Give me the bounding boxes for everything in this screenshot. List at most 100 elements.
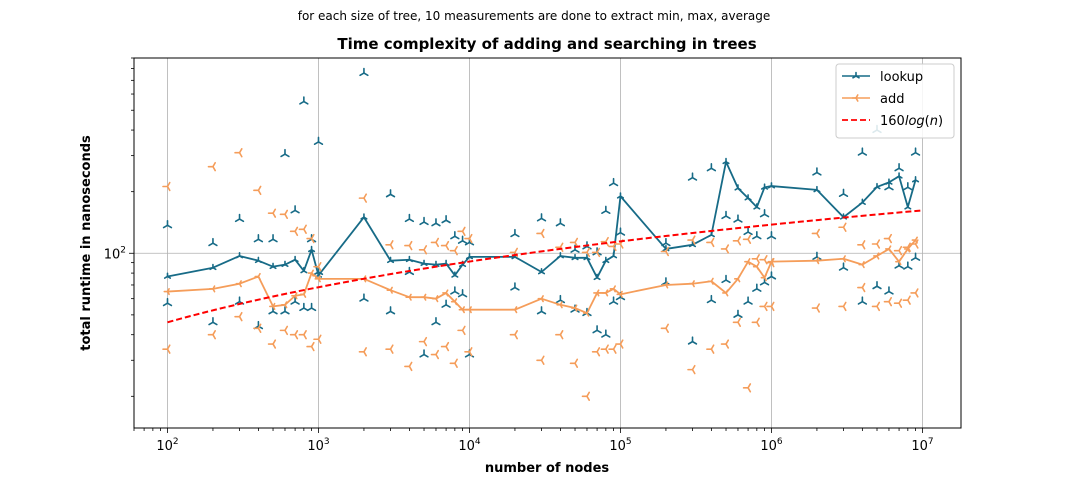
add-min-point-spoke xyxy=(898,302,903,308)
add-max-point-spoke xyxy=(737,240,742,246)
lookup-mean-point-spoke xyxy=(885,181,890,185)
add-max-point-spoke xyxy=(756,257,760,264)
add-mean-point-spoke xyxy=(310,272,314,277)
add-min-point-spoke xyxy=(876,305,881,312)
add-mean-point-spoke xyxy=(389,289,393,294)
add-min-point xyxy=(207,329,216,340)
add-max-point xyxy=(857,240,866,250)
add-max-point-spoke xyxy=(876,243,881,249)
add-min-point xyxy=(267,339,277,349)
add-min-point xyxy=(660,323,669,333)
lookup-max-point xyxy=(838,188,849,197)
legend-label-reference: 160log(n) xyxy=(880,114,943,129)
add-mean-point-spoke xyxy=(435,297,439,303)
add-max-point xyxy=(687,235,696,245)
add-max-point-spoke xyxy=(238,151,243,158)
lookup-mean-point xyxy=(707,230,715,238)
add-min-point xyxy=(751,317,760,327)
lookup-min-point-spoke xyxy=(234,300,241,305)
lookup-min-point-spoke xyxy=(733,314,739,318)
add-min-point-spoke xyxy=(461,329,466,336)
legend-label-coefficient: 160 xyxy=(880,114,905,129)
add-min-point-spoke xyxy=(212,333,216,340)
x-tick-label-1000-base: 10 xyxy=(307,439,324,454)
lookup-min-point-spoke xyxy=(431,321,437,326)
lookup-min-point xyxy=(280,306,290,315)
x-tick-label-100-base: 10 xyxy=(156,439,173,454)
lookup-max-point-spoke xyxy=(706,167,713,172)
lookup-mean-point xyxy=(235,251,244,259)
lookup-max-point xyxy=(884,182,894,191)
add-max-point-spoke xyxy=(586,251,591,258)
add-min-point xyxy=(687,364,696,375)
add-min-point-spoke xyxy=(737,321,742,327)
lookup-mean-point-spoke xyxy=(537,271,543,275)
add-mean-point xyxy=(431,295,439,303)
lookup-mean-point-spoke xyxy=(511,256,516,260)
add-mean-point-spoke xyxy=(876,255,880,260)
add-mean-point xyxy=(405,293,412,301)
add-mean-point-spoke xyxy=(861,263,865,269)
add-max-point-spoke xyxy=(619,243,624,249)
add-mean-point xyxy=(458,306,465,314)
add-max-point-spoke xyxy=(888,237,893,244)
add-min-point-spoke xyxy=(454,362,458,368)
add-mean-point xyxy=(593,289,600,297)
add-min-point-spoke xyxy=(756,321,760,327)
add-max-point xyxy=(759,255,768,265)
lookup-mean-point xyxy=(911,176,920,183)
lookup-max-point xyxy=(536,213,547,222)
lookup-mean-point-spoke xyxy=(753,206,758,210)
add-mean-point-spoke xyxy=(166,290,170,296)
add-max-point-spoke xyxy=(898,249,903,256)
add-min-point-spoke xyxy=(770,305,775,312)
add-mean-point-spoke xyxy=(747,260,751,266)
lookup-min-point-spoke xyxy=(268,310,274,315)
lookup-max-point-spoke xyxy=(306,238,313,243)
lookup-max-point-spoke xyxy=(290,209,296,214)
lookup-min-point xyxy=(450,286,460,295)
lookup-max-point xyxy=(162,219,173,229)
lookup-max-point-spoke xyxy=(687,176,694,181)
lookup-mean-point xyxy=(405,255,413,263)
add-min-point-spoke xyxy=(861,286,866,293)
add-min-point xyxy=(306,341,315,352)
add-mean-point xyxy=(858,261,865,269)
lookup-mean-point xyxy=(360,213,368,220)
add-mean-point xyxy=(537,295,544,303)
add-max-point xyxy=(871,239,881,249)
lookup-mean-point xyxy=(537,267,546,275)
lookup-min-point-spoke xyxy=(894,264,900,269)
add-mean-point-spoke xyxy=(559,303,563,309)
add-max-point-spoke xyxy=(665,250,669,257)
lookup-max-point xyxy=(752,231,762,240)
lookup-mean-point-spoke xyxy=(609,255,615,259)
lookup-mean-point-spoke xyxy=(291,258,296,263)
lookup-mean-point xyxy=(556,251,564,259)
x-tick-label-10000000-exp: 7 xyxy=(928,437,934,447)
lookup-mean-point xyxy=(571,253,579,261)
add-min-point-spoke xyxy=(586,395,591,402)
add-min-point-spoke xyxy=(408,365,413,372)
add-max-point xyxy=(591,247,601,258)
add-mean-point-spoke xyxy=(408,296,412,301)
add-min-point-spoke xyxy=(540,359,545,365)
add-min-point-spoke xyxy=(272,343,277,349)
add-max-point-spoke xyxy=(468,237,473,244)
add-max-point-spoke xyxy=(166,185,171,192)
lookup-max-point-spoke xyxy=(838,193,845,197)
x-tick-label-1000-exp: 3 xyxy=(324,437,330,447)
lookup-min-point-spoke xyxy=(615,296,622,301)
add-max-point-spoke xyxy=(861,243,866,250)
lookup-min-point xyxy=(884,286,894,295)
lookup-min-point-spoke xyxy=(838,266,845,271)
add-mean-point xyxy=(235,280,242,288)
lookup-mean-point-spoke xyxy=(873,186,878,190)
legend-label-lookup: lookup xyxy=(880,70,923,85)
lookup-mean-point xyxy=(904,203,912,210)
add-min-point xyxy=(910,288,919,298)
lookup-mean-point xyxy=(895,172,903,179)
lookup-mean-point xyxy=(734,184,742,191)
add-min-point-spoke xyxy=(445,345,450,352)
legend-label-open-paren: ( xyxy=(925,114,930,129)
